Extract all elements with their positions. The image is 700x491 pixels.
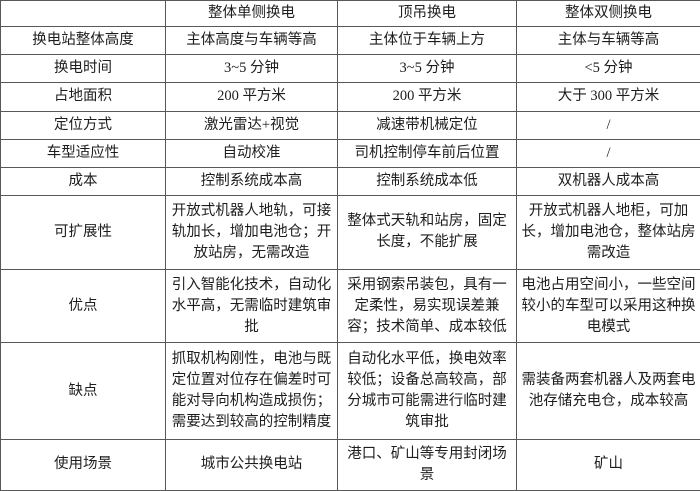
cell-one-side: 控制系统成本高	[165, 166, 338, 197]
cell-two-side: 矿山	[516, 438, 700, 491]
table-row: 使用场景 城市公共换电站 港口、矿山等专用封闭场景 矿山	[0, 438, 700, 491]
row-attribute-label: 占地面积	[0, 82, 166, 112]
table-row: 优点 引入智能化技术，自动化水平高，无需临时建筑审批 采用钢索吊装包，具有一定柔…	[0, 268, 700, 344]
table-row: 成本 控制系统成本高 控制系统成本低 双机器人成本高	[0, 166, 700, 197]
cell-two-side: 双机器人成本高	[516, 166, 700, 197]
cell-two-side: 开放式机器人地柜，可加长，增加电池仓，整体站房需改造	[516, 195, 700, 270]
cell-one-side: 200 平方米	[165, 82, 338, 112]
cell-top-hoist: 200 平方米	[337, 82, 517, 112]
cell-one-side: 主体高度与车辆等高	[165, 26, 338, 56]
row-attribute-label: 可扩展性	[0, 195, 166, 270]
cell-one-side: 抓取机构刚性，电池与既定位置对位存在偏差时可能对导向机构造成损伤；需要达到较高的…	[165, 342, 338, 440]
row-attribute-label: 定位方式	[0, 110, 166, 140]
table-row: 占地面积 200 平方米 200 平方米 大于 300 平方米	[0, 82, 700, 112]
header-row: 整体单侧换电 顶吊换电 整体双侧换电	[0, 0, 700, 28]
cell-two-side: 主体与车辆等高	[516, 26, 700, 56]
table-row: 缺点 抓取机构刚性，电池与既定位置对位存在偏差时可能对导向机构造成损伤；需要达到…	[0, 342, 700, 440]
row-attribute-label: 换电站整体高度	[0, 26, 166, 56]
cell-top-hoist: 自动化水平低，换电效率较低；设备总高较高，部分城市可能需进行临时建筑审批	[337, 342, 517, 440]
row-attribute-label: 车型适应性	[0, 138, 166, 168]
cell-top-hoist: 控制系统成本低	[337, 166, 517, 197]
table-body: 换电站整体高度 主体高度与车辆等高 主体位于车辆上方 主体与车辆等高 换电时间 …	[0, 26, 700, 491]
row-attribute-label: 成本	[0, 166, 166, 197]
cell-top-hoist: 采用钢索吊装包，具有一定柔性，易实现误差兼容；技术简单、成本较低	[337, 268, 517, 344]
header-cell-top-hoist: 顶吊换电	[337, 0, 517, 28]
cell-top-hoist: 司机控制停车前后位置	[337, 138, 517, 168]
cell-one-side: 引入智能化技术，自动化水平高，无需临时建筑审批	[165, 268, 338, 344]
table-row: 换电站整体高度 主体高度与车辆等高 主体位于车辆上方 主体与车辆等高	[0, 26, 700, 56]
row-attribute-label: 缺点	[0, 342, 166, 440]
cell-two-side: 电池占用空间小，一些空间较小的车型可以采用这种换电模式	[516, 268, 700, 344]
cell-one-side: 3~5 分钟	[165, 54, 338, 84]
cell-top-hoist: 3~5 分钟	[337, 54, 517, 84]
row-attribute-label: 优点	[0, 268, 166, 344]
cell-two-side: /	[516, 110, 700, 140]
row-attribute-label: 使用场景	[0, 438, 166, 491]
table-header: 整体单侧换电 顶吊换电 整体双侧换电	[0, 0, 700, 28]
row-attribute-label: 换电时间	[0, 54, 166, 84]
header-cell-blank	[0, 0, 166, 28]
cell-one-side: 激光雷达+视觉	[165, 110, 338, 140]
table-row: 换电时间 3~5 分钟 3~5 分钟 <5 分钟	[0, 54, 700, 84]
table-row: 可扩展性 开放式机器人地轨，可接轨加长，增加电池仓；开放站房，无需改造 整体式天…	[0, 195, 700, 270]
cell-top-hoist: 整体式天轨和站房，固定长度，不能扩展	[337, 195, 517, 270]
cell-two-side: <5 分钟	[516, 54, 700, 84]
header-cell-one-side: 整体单侧换电	[165, 0, 338, 28]
cell-one-side: 自动校准	[165, 138, 338, 168]
table-row: 定位方式 激光雷达+视觉 减速带机械定位 /	[0, 110, 700, 140]
cell-two-side: 大于 300 平方米	[516, 82, 700, 112]
cell-two-side: 需装备两套机器人及两套电池存储充电仓，成本较高	[516, 342, 700, 440]
cell-one-side: 城市公共换电站	[165, 438, 338, 491]
cell-two-side: /	[516, 138, 700, 168]
cell-top-hoist: 主体位于车辆上方	[337, 26, 517, 56]
cell-top-hoist: 港口、矿山等专用封闭场景	[337, 438, 517, 491]
table-row: 车型适应性 自动校准 司机控制停车前后位置 /	[0, 138, 700, 168]
header-cell-two-side: 整体双侧换电	[516, 0, 700, 28]
cell-one-side: 开放式机器人地轨，可接轨加长，增加电池仓；开放站房，无需改造	[165, 195, 338, 270]
cell-top-hoist: 减速带机械定位	[337, 110, 517, 140]
